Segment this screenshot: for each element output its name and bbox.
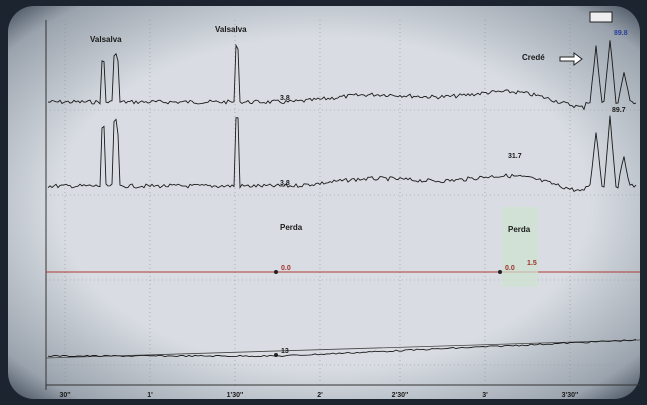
volume-trace — [47, 338, 637, 358]
trace-label: 0.0 — [281, 265, 291, 272]
time-label: 1' — [147, 392, 153, 399]
pressure-trace — [47, 40, 637, 111]
trace-label: 89.8 — [614, 30, 628, 37]
arrow-icon — [559, 52, 583, 66]
time-label: 2' — [317, 392, 323, 399]
time-label: 3'30'' — [562, 392, 579, 399]
marker — [274, 270, 278, 274]
trace-label: 3.8 — [280, 95, 290, 102]
window-controls — [589, 11, 613, 23]
annotation: Perda — [508, 225, 531, 234]
annotation: Perda — [280, 223, 303, 232]
screen — [8, 6, 640, 399]
trace-label: 31.7 — [508, 153, 522, 160]
time-label: 30'' — [59, 392, 70, 399]
marker — [498, 270, 502, 274]
grid — [46, 20, 640, 385]
annotation: Valsalva — [90, 35, 122, 44]
time-label: 2'30'' — [392, 392, 409, 399]
time-label: 1'30'' — [227, 392, 244, 399]
time-labels: 30'' 1' 1'30'' 2' 2'30'' 3' 3'30'' — [59, 392, 578, 399]
trace-label: 89.7 — [612, 107, 626, 114]
annotation: Valsalva — [215, 25, 247, 34]
trace-label: 1.5 — [527, 260, 537, 267]
trace-label: 0.0 — [505, 265, 515, 272]
time-label: 3' — [482, 392, 488, 399]
leak-highlight — [502, 207, 538, 287]
pressure-trace — [47, 115, 637, 193]
annotation: Credé — [522, 53, 545, 62]
trace-label: 13 — [281, 348, 289, 355]
trace-label: 3.8 — [280, 180, 290, 187]
traces — [47, 40, 637, 358]
